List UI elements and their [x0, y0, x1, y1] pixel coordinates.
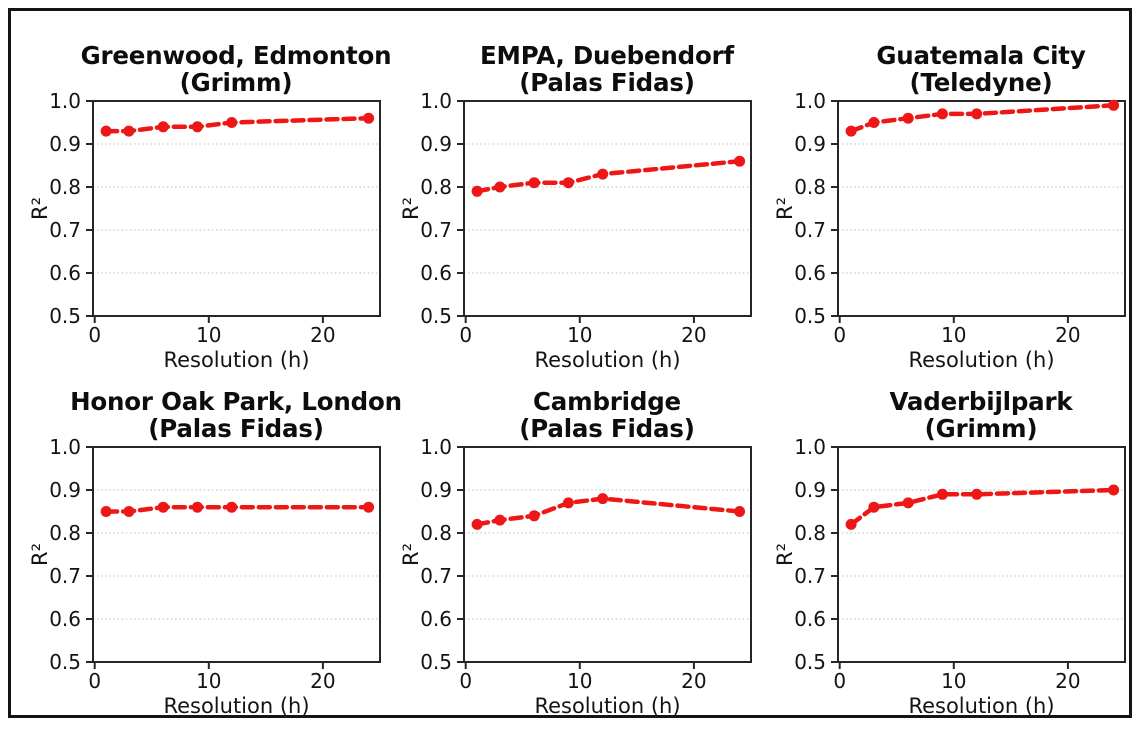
svg-text:0: 0: [459, 323, 472, 347]
svg-text:R²: R²: [28, 543, 52, 566]
svg-text:0.5: 0.5: [49, 650, 81, 674]
chart-title-line2: (Palas Fidas): [519, 414, 695, 443]
svg-text:0: 0: [88, 323, 101, 347]
chart-title: EMPA, Duebendorf (Palas Fidas): [480, 42, 734, 96]
svg-text:10: 10: [941, 669, 966, 693]
chart-title: Cambridge (Palas Fidas): [519, 387, 695, 443]
svg-text:0.8: 0.8: [49, 521, 81, 545]
svg-text:R²: R²: [399, 543, 423, 566]
svg-text:0.7: 0.7: [794, 564, 826, 588]
svg-text:0.6: 0.6: [420, 607, 452, 631]
svg-text:0.6: 0.6: [49, 607, 81, 631]
svg-text:1.0: 1.0: [420, 435, 452, 459]
svg-text:0.9: 0.9: [420, 478, 452, 502]
svg-text:0: 0: [833, 669, 846, 693]
subplot-honor-oak-park-london: Honor Oak Park, London (Palas Fidas) 0.5…: [21, 357, 402, 722]
chart-title-line1: EMPA, Duebendorf: [480, 41, 734, 70]
svg-text:0.8: 0.8: [49, 175, 81, 199]
svg-text:0.8: 0.8: [420, 521, 452, 545]
svg-text:10: 10: [567, 323, 592, 347]
subplot-empa-duebendorf: EMPA, Duebendorf (Palas Fidas) 0.5 0.6 0.7…: [392, 11, 752, 376]
chart-title-line1: Vaderbijlpark: [889, 387, 1073, 416]
chart-title-line1: Guatemala City: [876, 41, 1086, 70]
svg-text:10: 10: [567, 669, 592, 693]
svg-text:0.7: 0.7: [49, 218, 81, 242]
svg-text:0.5: 0.5: [49, 304, 81, 328]
svg-text:0.6: 0.6: [794, 261, 826, 285]
chart-title-line2: (Grimm): [179, 68, 293, 97]
chart-title-line2: (Teledyne): [909, 68, 1053, 97]
svg-text:0.6: 0.6: [420, 261, 452, 285]
svg-text:10: 10: [196, 669, 221, 693]
svg-text:1.0: 1.0: [420, 89, 452, 113]
svg-text:0.9: 0.9: [420, 132, 452, 156]
svg-text:1.0: 1.0: [49, 89, 81, 113]
svg-text:0.9: 0.9: [794, 478, 826, 502]
chart-title: Honor Oak Park, London (Palas Fidas): [70, 388, 402, 442]
svg-text:20: 20: [310, 323, 335, 347]
svg-text:0.7: 0.7: [420, 218, 452, 242]
svg-text:1.0: 1.0: [794, 89, 826, 113]
svg-text:0.7: 0.7: [420, 564, 452, 588]
svg-text:R²: R²: [28, 197, 52, 220]
svg-text:Resolution (h): Resolution (h): [534, 348, 680, 372]
svg-text:0.9: 0.9: [794, 132, 826, 156]
svg-text:0.7: 0.7: [49, 564, 81, 588]
svg-text:1.0: 1.0: [49, 435, 81, 459]
svg-text:0.5: 0.5: [794, 304, 826, 328]
svg-text:20: 20: [310, 669, 335, 693]
svg-text:10: 10: [941, 323, 966, 347]
svg-text:0.5: 0.5: [420, 304, 452, 328]
svg-text:Resolution (h): Resolution (h): [163, 348, 309, 372]
svg-text:0.9: 0.9: [49, 132, 81, 156]
chart-title: Greenwood, Edmonton (Grimm): [81, 42, 392, 96]
svg-text:R²: R²: [773, 543, 797, 566]
chart-title-line2: (Grimm): [924, 414, 1038, 443]
svg-text:20: 20: [1055, 323, 1080, 347]
svg-text:1.0: 1.0: [794, 435, 826, 459]
svg-text:0: 0: [88, 669, 101, 693]
figure-frame: Greenwood, Edmonton (Grimm) 0.5 0.6 0.7 0.8…: [8, 8, 1132, 718]
subplot-greenwood-edmonton: Greenwood, Edmonton (Grimm) 0.5 0.6 0.7 0.8…: [21, 11, 392, 376]
svg-text:0: 0: [459, 669, 472, 693]
svg-text:R²: R²: [399, 197, 423, 220]
svg-text:Resolution (h): Resolution (h): [908, 348, 1054, 372]
svg-text:0.5: 0.5: [794, 650, 826, 674]
svg-text:20: 20: [1055, 669, 1080, 693]
svg-text:20: 20: [681, 669, 706, 693]
svg-text:Resolution (h): Resolution (h): [534, 694, 680, 718]
svg-text:0.5: 0.5: [420, 650, 452, 674]
svg-text:0.6: 0.6: [49, 261, 81, 285]
svg-text:0.8: 0.8: [420, 175, 452, 199]
chart-title: Guatemala City (Teledyne): [876, 42, 1085, 96]
chart-title-line2: (Palas Fidas): [519, 68, 695, 97]
subplot-guatemala-city: Guatemala City (Teledyne) 0.5 0.6 0.7 0.8 0.…: [766, 11, 1126, 376]
svg-text:Resolution (h): Resolution (h): [163, 694, 309, 718]
subplot-cambridge: Cambridge (Palas Fidas) 0.5 0.6 0.7 0.8 0.9 1…: [392, 357, 752, 722]
chart-title: Vaderbijlpark (Grimm): [890, 388, 1073, 442]
svg-text:0.6: 0.6: [794, 607, 826, 631]
chart-title-line1: Honor Oak Park, London: [70, 387, 402, 416]
subplot-vaderbijlpark: Vaderbijlpark (Grimm) 0.5 0.6 0.7 0.8 0.9 1.0…: [766, 357, 1126, 722]
svg-text:0.8: 0.8: [794, 175, 826, 199]
svg-text:0: 0: [833, 323, 846, 347]
svg-text:0.7: 0.7: [794, 218, 826, 242]
svg-text:R²: R²: [773, 197, 797, 220]
svg-text:Resolution (h): Resolution (h): [908, 694, 1054, 718]
svg-text:20: 20: [681, 323, 706, 347]
svg-text:0.8: 0.8: [794, 521, 826, 545]
svg-text:0.9: 0.9: [49, 478, 81, 502]
chart-title-line1: Cambridge: [533, 387, 681, 416]
chart-title-line1: Greenwood, Edmonton: [80, 41, 392, 70]
svg-text:10: 10: [196, 323, 221, 347]
chart-title-line2: (Palas Fidas): [148, 414, 324, 443]
